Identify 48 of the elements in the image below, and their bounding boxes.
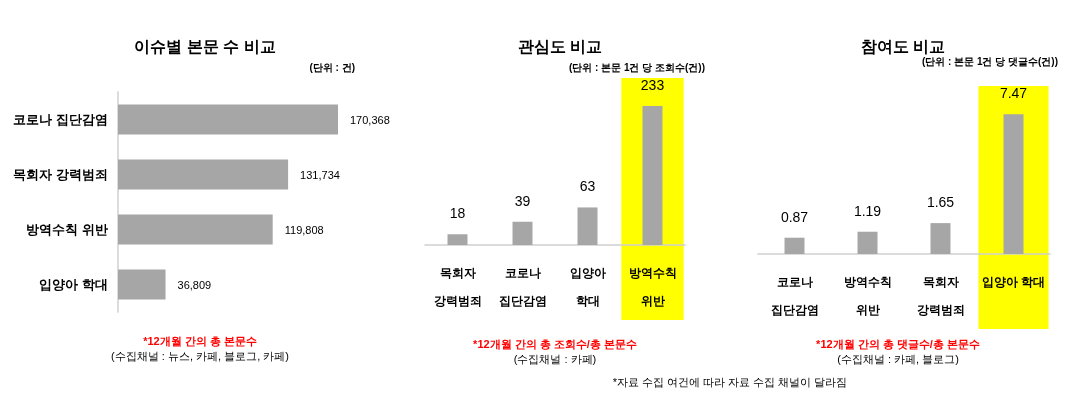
x-tick-label: 코로나 집단감염 [498,266,547,308]
data-label: 233 [640,77,665,94]
bar [930,223,951,254]
data-label: 18 [449,205,466,222]
data-label: 36,809 [177,278,212,291]
chart-title: 관심도 비교 [517,37,603,55]
data-label: 170,368 [350,113,390,126]
bar [642,106,663,245]
x-tick-label: 방역수칙 위반 [843,275,892,317]
chart-subtitle: (단위 : 본문 1건 당 조회수(건)) [568,61,705,73]
text: *12개월 간의 총 본문수 [143,334,257,347]
x-tick-label: 목회자 강력범죄 [433,266,482,308]
chart-subtitle: (단위 : 건) [309,61,355,73]
text: (수집채널 : 카페) [513,352,597,365]
data-label: 63 [579,178,596,195]
bar [512,221,533,245]
chart-title: 이슈별 본문 수 비교 [134,37,276,55]
chart-title: 참여도 비교 [860,37,946,55]
data-label: 131,734 [300,168,340,181]
data-label: 1.19 [853,202,882,219]
text: (수집채널 : 카페, 블로그) [837,352,959,365]
bar [447,234,468,245]
bar [118,159,289,190]
data-label: 39 [514,192,531,209]
bar [118,104,338,135]
bar [118,214,273,245]
bar [784,237,805,254]
data-label: 0.87 [780,208,809,225]
data-label: 119,808 [284,223,324,236]
data-label: 7.47 [999,85,1028,102]
bar [577,207,598,245]
bar [118,269,166,300]
text: *자료 수집 여건에 따라 자료 수집 채널이 달라짐 [612,375,848,388]
text: *12개월 간의 총 댓글수/총 본문수 [816,337,980,350]
text: *12개월 간의 총 조회수/총 본문수 [473,337,637,350]
x-tick-label: 목회자 강력범죄 [916,275,965,317]
chart-subtitle: (단위 : 본문 1건 당 댓글수(건)) [921,55,1058,67]
bar [1003,114,1024,254]
text: (수집채널 : 뉴스, 카페, 블로그, 카페) [111,349,289,362]
x-tick-label: 입양아 학대 [569,266,606,308]
y-tick-label: 목회자 강력범죄 [13,167,108,182]
bar [857,231,878,254]
data-label: 1.65 [926,194,955,211]
x-tick-label: 입양아 학대 [981,275,1046,289]
y-tick-label: 방역수칙 위반 [26,222,108,237]
x-tick-label: 코로나 집단감염 [770,275,819,317]
x-tick-label: 방역수칙 위반 [628,266,677,308]
y-tick-label: 코로나 집단감염 [13,112,108,127]
